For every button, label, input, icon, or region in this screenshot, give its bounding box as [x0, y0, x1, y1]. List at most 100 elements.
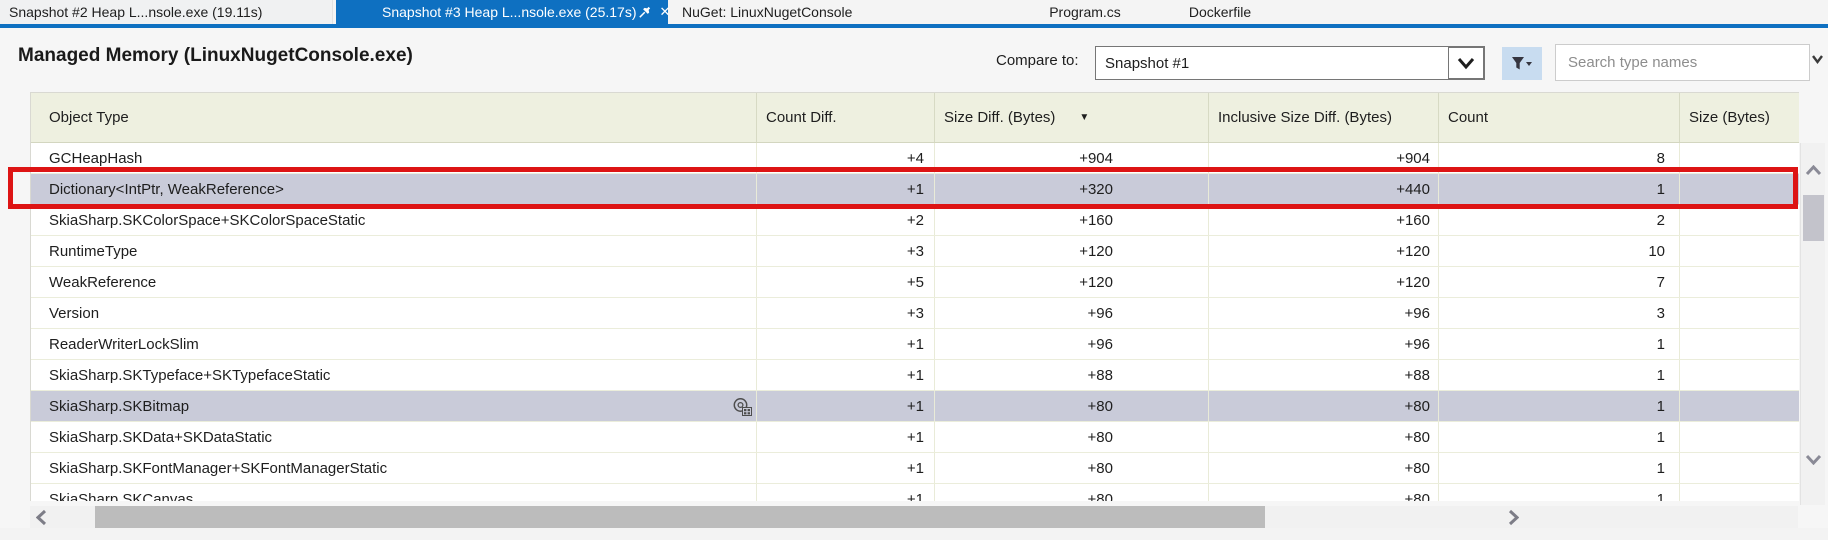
object-type-text: ReaderWriterLockSlim [49, 335, 199, 353]
filter-funnel-icon [1512, 56, 1532, 69]
scroll-up-button[interactable] [1801, 159, 1825, 181]
table-row[interactable]: SkiaSharp.SKTypeface+SKTypefaceStatic +1… [31, 360, 1799, 391]
col-header-size[interactable]: Size (Bytes) [1679, 93, 1799, 142]
cell-count: 1 [1438, 484, 1679, 501]
object-type-text: SkiaSharp.SKData+SKDataStatic [49, 428, 273, 446]
search-box [1555, 44, 1810, 81]
chevron-right-icon [1508, 509, 1519, 525]
table-row[interactable]: ReaderWriterLockSlim +1 +96 +96 1 [31, 329, 1799, 360]
table-row[interactable]: GCHeapHash +4 +904 +904 8 [31, 143, 1799, 174]
cell-object-type: Dictionary<IntPtr, WeakReference> [31, 174, 756, 204]
object-type-text: SkiaSharp.SKColorSpace+SKColorSpaceStati… [49, 211, 366, 229]
scroll-down-button[interactable] [1801, 448, 1825, 470]
pin-icon[interactable] [637, 3, 652, 21]
table-row[interactable]: SkiaSharp.SKCanvas +1 +80 +80 1 [31, 484, 1799, 501]
table-row[interactable]: SkiaSharp.SKFontManager+SKFontManagerSta… [31, 453, 1799, 484]
tab-nuget-console[interactable]: NuGet: LinuxNugetConsole [672, 0, 912, 24]
cell-size [1679, 391, 1799, 421]
cell-count-diff: +2 [756, 205, 934, 235]
table-row[interactable]: SkiaSharp.SKData+SKDataStatic +1 +80 +80… [31, 422, 1799, 453]
cell-size-diff: +80 [934, 391, 1208, 421]
report-toolbar: Managed Memory (LinuxNugetConsole.exe) C… [0, 28, 1828, 92]
cell-count: 1 [1438, 391, 1679, 421]
table-header-row: Object Type Count Diff. Size Diff. (Byte… [31, 93, 1799, 143]
view-instances-icon[interactable] [731, 395, 753, 417]
col-header-count[interactable]: Count [1438, 93, 1679, 142]
cell-count-diff: +3 [756, 298, 934, 328]
cell-count: 10 [1438, 236, 1679, 266]
vertical-scrollbar-thumb[interactable] [1803, 195, 1824, 241]
horizontal-scrollbar[interactable] [30, 506, 1798, 528]
table-row[interactable]: SkiaSharp.SKBitmap +1 +80 +80 1 [31, 391, 1799, 422]
cell-object-type: ReaderWriterLockSlim [31, 329, 756, 359]
vertical-scrollbar[interactable] [1800, 143, 1825, 505]
table-row[interactable]: WeakReference +5 +120 +120 7 [31, 267, 1799, 298]
cell-count: 8 [1438, 143, 1679, 173]
col-header-object-type[interactable]: Object Type [49, 109, 129, 126]
cell-object-type: WeakReference [31, 267, 756, 297]
object-type-text: SkiaSharp.SKFontManager+SKFontManagerSta… [49, 459, 388, 477]
cell-size [1679, 360, 1799, 390]
pane-chevron-down-icon[interactable] [1809, 50, 1826, 67]
compare-to-dropdown[interactable]: Snapshot #1 [1095, 46, 1485, 80]
tab-label: Program.cs [1049, 4, 1121, 20]
compare-to-value: Snapshot #1 [1105, 54, 1190, 72]
object-type-text: SkiaSharp.SKBitmap [49, 397, 190, 415]
cell-object-type: SkiaSharp.SKTypeface+SKTypefaceStatic [31, 360, 756, 390]
cell-count-diff: +1 [756, 484, 934, 501]
cell-object-type: SkiaSharp.SKCanvas [31, 484, 756, 502]
cell-count-diff: +5 [756, 267, 934, 297]
col-header-size-diff[interactable]: Size Diff. (Bytes) ▼ [934, 93, 1208, 142]
object-type-text: WeakReference [49, 273, 157, 291]
search-input[interactable] [1556, 45, 1809, 80]
sort-descending-icon: ▼ [1079, 112, 1090, 123]
scroll-left-button[interactable] [30, 506, 52, 528]
cell-size [1679, 422, 1799, 452]
cell-size-diff: +96 [934, 329, 1208, 359]
cell-size-diff: +80 [934, 453, 1208, 483]
cell-size [1679, 329, 1799, 359]
object-type-text: SkiaSharp.SKCanvas [49, 490, 194, 502]
chevron-down-icon[interactable] [1448, 47, 1484, 79]
tab-snapshot-2[interactable]: Snapshot #2 Heap L...nsole.exe (19.11s) [0, 0, 333, 24]
tab-snapshot-3-active[interactable]: Snapshot #3 Heap L...nsole.exe (25.17s) … [336, 0, 671, 24]
compare-to-label: Compare to: [996, 52, 1079, 69]
cell-count: 1 [1438, 174, 1679, 204]
object-type-text: RuntimeType [49, 242, 138, 260]
object-type-text: SkiaSharp.SKTypeface+SKTypefaceStatic [49, 366, 331, 384]
cell-object-type: SkiaSharp.SKData+SKDataStatic [31, 422, 756, 452]
scroll-right-button[interactable] [1502, 506, 1524, 528]
table-row[interactable]: SkiaSharp.SKColorSpace+SKColorSpaceStati… [31, 205, 1799, 236]
cell-count-diff: +3 [756, 236, 934, 266]
cell-inclusive-size-diff: +80 [1208, 484, 1438, 501]
cell-inclusive-size-diff: +120 [1208, 236, 1438, 266]
cell-size [1679, 174, 1799, 204]
tab-label: Snapshot #3 Heap L...nsole.exe (25.17s) [382, 4, 637, 20]
cell-size-diff: +96 [934, 298, 1208, 328]
horizontal-scrollbar-thumb[interactable] [95, 506, 1265, 528]
filter-button[interactable] [1502, 47, 1542, 80]
tab-program-cs[interactable]: Program.cs [1005, 0, 1165, 24]
cell-count-diff: +1 [756, 453, 934, 483]
page-title: Managed Memory (LinuxNugetConsole.exe) [18, 45, 413, 66]
active-tab-accent-line [0, 24, 1828, 28]
object-type-text: Dictionary<IntPtr, WeakReference> [49, 180, 284, 198]
cell-size-diff: +88 [934, 360, 1208, 390]
col-header-inclusive-size-diff[interactable]: Inclusive Size Diff. (Bytes) [1208, 93, 1438, 142]
cell-count-diff: +1 [756, 391, 934, 421]
document-tab-bar: Snapshot #2 Heap L...nsole.exe (19.11s) … [0, 0, 1828, 24]
cell-count: 1 [1438, 329, 1679, 359]
cell-count: 2 [1438, 205, 1679, 235]
tab-dockerfile[interactable]: Dockerfile [1150, 0, 1290, 24]
table-row[interactable]: Dictionary<IntPtr, WeakReference> +1 +32… [31, 174, 1799, 205]
table-row[interactable]: Version +3 +96 +96 3 [31, 298, 1799, 329]
cell-size-diff: +120 [934, 236, 1208, 266]
cell-size [1679, 453, 1799, 483]
cell-size-diff: +80 [934, 422, 1208, 452]
close-icon[interactable]: ✕ [659, 4, 671, 19]
cell-inclusive-size-diff: +88 [1208, 360, 1438, 390]
cell-inclusive-size-diff: +96 [1208, 298, 1438, 328]
table-row[interactable]: RuntimeType +3 +120 +120 10 [31, 236, 1799, 267]
col-header-count-diff[interactable]: Count Diff. [756, 93, 934, 142]
tab-label: NuGet: LinuxNugetConsole [682, 4, 853, 20]
